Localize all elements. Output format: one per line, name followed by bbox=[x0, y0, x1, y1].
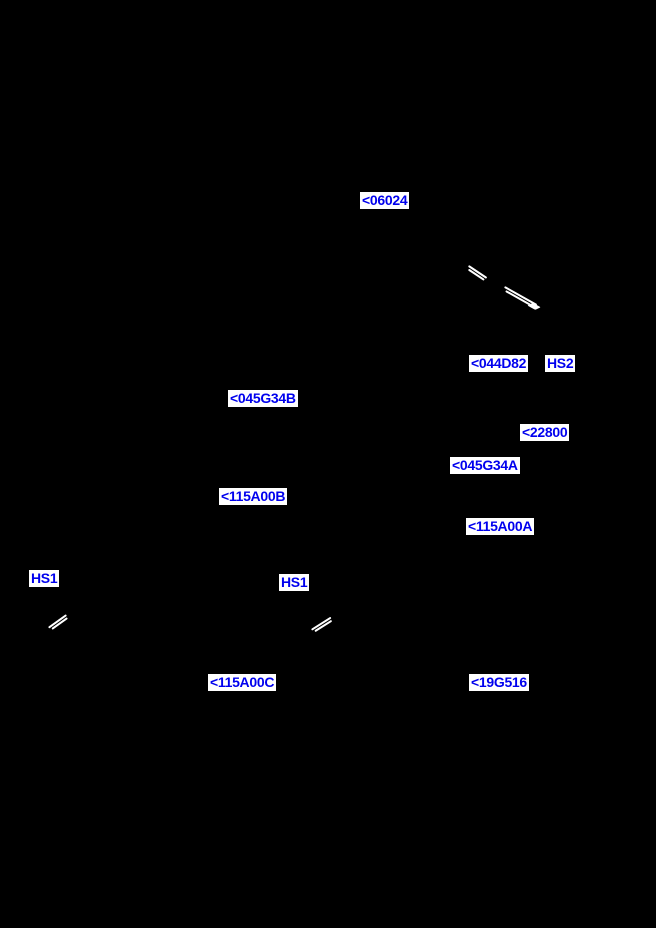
part-label-044d82[interactable]: <044D82 bbox=[469, 355, 529, 372]
part-label-115a00c[interactable]: <115A00C bbox=[208, 674, 277, 691]
part-label-115a00b[interactable]: <115A00B bbox=[219, 488, 288, 505]
highlight-mark-icon bbox=[48, 614, 69, 631]
part-label-045g34b[interactable]: <045G34B bbox=[228, 390, 298, 407]
part-label-06024[interactable]: <06024 bbox=[360, 192, 410, 209]
part-label-22800[interactable]: <22800 bbox=[520, 424, 570, 441]
part-label-19g516[interactable]: <19G516 bbox=[469, 674, 529, 691]
heat-shield-label-hs2[interactable]: HS2 bbox=[545, 355, 576, 372]
highlight-mark-icon bbox=[466, 265, 488, 281]
highlight-mark-icon bbox=[311, 616, 333, 633]
part-label-045g34a[interactable]: <045G34A bbox=[450, 457, 520, 474]
highlight-mark-icon bbox=[503, 286, 541, 310]
part-label-115a00a[interactable]: <115A00A bbox=[466, 518, 535, 535]
heat-shield-label-hs1-mid[interactable]: HS1 bbox=[279, 574, 310, 591]
stroke-tip bbox=[528, 302, 541, 310]
heat-shield-label-hs1-left[interactable]: HS1 bbox=[29, 570, 60, 587]
